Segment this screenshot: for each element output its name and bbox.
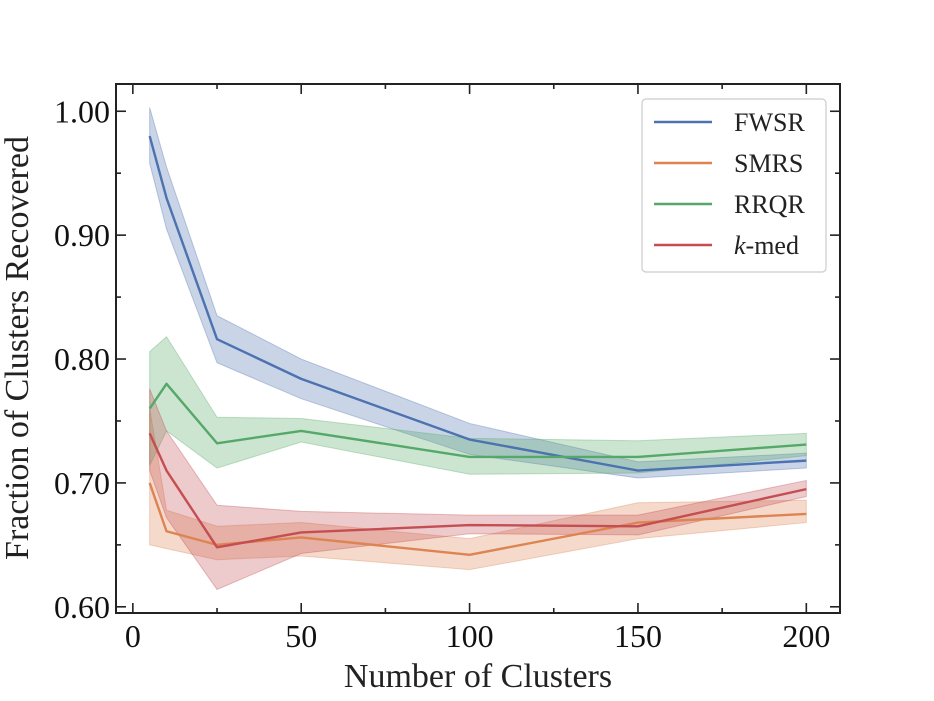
y-tick-label: 0.90	[54, 217, 110, 253]
x-axis-label: Number of Clusters	[344, 658, 612, 695]
x-tick-label: 50	[285, 618, 317, 654]
y-tick-label: 0.80	[54, 341, 110, 377]
band-rrqr	[149, 335, 807, 475]
legend-label-k-med: k-med	[734, 231, 799, 260]
legend-box	[641, 98, 827, 273]
band-fwsr	[149, 107, 807, 479]
plot-frame	[115, 83, 841, 614]
x-tick-label: 200	[782, 618, 830, 654]
y-tick-label: 0.70	[54, 465, 110, 501]
axes	[115, 83, 841, 614]
legend-label-rrqr: RRQR	[734, 190, 805, 219]
y-tick-label: 0.60	[54, 589, 110, 625]
x-tick-label: 150	[614, 618, 662, 654]
y-tick-label: 1.00	[54, 93, 110, 129]
x-tick-label: 100	[446, 618, 494, 654]
y-axis-label: Fraction of Clusters Recovered	[0, 136, 36, 560]
series-line-k-med	[148, 432, 807, 549]
legend: FWSR SMRS RRQR k-med	[641, 98, 827, 273]
legend-label-fwsr: FWSR	[734, 108, 805, 137]
x-tick-label: 0	[125, 618, 141, 654]
series-line-smrs	[148, 482, 807, 556]
series-lines	[148, 135, 807, 556]
series-line-rrqr	[148, 382, 807, 459]
legend-label-smrs: SMRS	[734, 149, 803, 178]
band-smrs	[149, 408, 807, 571]
series-line-fwsr	[148, 135, 807, 472]
ticks: 0 50 100 150 200 0.60 0.70 0.80 0.90 1.00	[54, 84, 840, 654]
